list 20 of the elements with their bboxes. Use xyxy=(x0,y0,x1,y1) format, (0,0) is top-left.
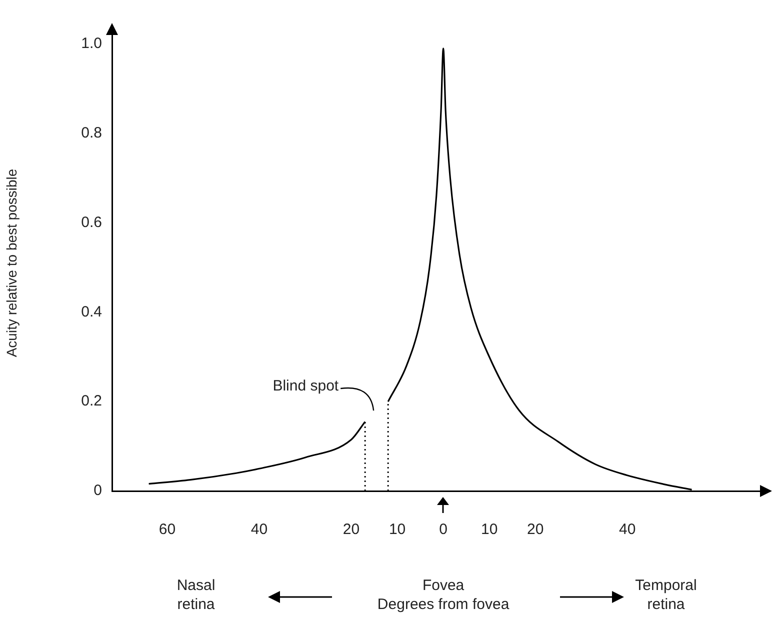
x-tick-label: 0 xyxy=(439,521,448,538)
x-tick-label: 10 xyxy=(480,521,498,538)
y-axis-title: Acuity relative to best possible xyxy=(3,168,20,358)
y-tick-label: 0.6 xyxy=(81,214,102,231)
x-axis-title: Degrees from fovea xyxy=(377,595,510,614)
text: Temporal retina xyxy=(635,576,697,614)
text: Nasal retina xyxy=(176,576,216,614)
x-tick-label: 40 xyxy=(619,521,636,538)
y-tick-label: 0.2 xyxy=(81,392,102,410)
annotation: Blind spot xyxy=(272,378,340,395)
y-tick-label: 0.8 xyxy=(81,124,102,142)
x-tick-label: 10 xyxy=(388,521,406,538)
x-tick-label: 20 xyxy=(526,521,544,538)
text: Fovea xyxy=(422,576,464,595)
x-tick-label: 40 xyxy=(250,521,268,538)
y-tick-label: 1.0 xyxy=(81,35,102,52)
y-tick-label: 0.4 xyxy=(81,303,102,320)
x-tick-label: 20 xyxy=(342,521,360,538)
y-tick-label: 0 xyxy=(94,482,102,500)
x-tick-label: 60 xyxy=(158,521,176,538)
